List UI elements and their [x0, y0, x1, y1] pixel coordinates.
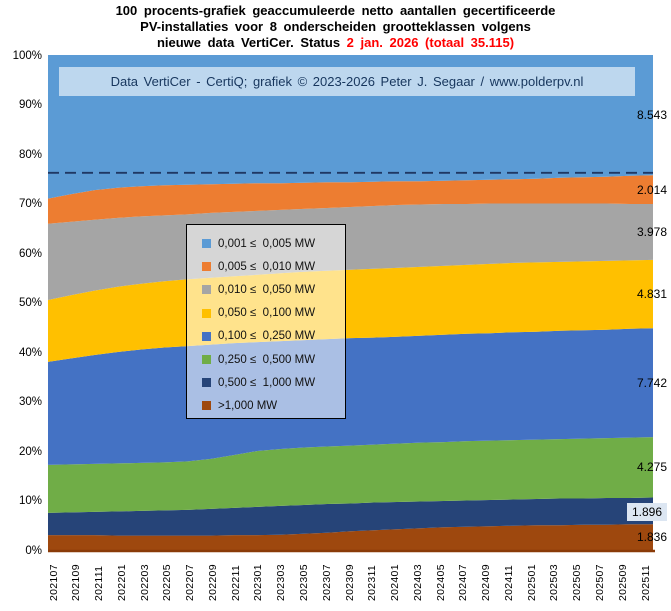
y-axis-tick-label: 30%	[18, 396, 42, 408]
series-final-count-label: 4.275	[636, 460, 667, 475]
legend-item-label: 0,500 ≤ 1,000 MW	[218, 376, 316, 389]
x-axis-tick-label: 202205	[161, 564, 174, 601]
y-axis-tick-label: 70%	[18, 198, 42, 210]
legend-swatch-icon	[202, 331, 211, 341]
y-axis-tick-label: 100%	[12, 49, 42, 62]
x-axis-tick-label: 202305	[297, 564, 310, 601]
x-axis-tick-label: 202109	[70, 564, 83, 601]
y-axis-tick-label: 0%	[25, 544, 42, 557]
chart-title-line1: 100 procents-grafiek geaccumuleerde nett…	[115, 3, 556, 18]
x-axis-tick-label: 202303	[275, 564, 288, 601]
series-final-count-label: 1.836	[636, 530, 667, 545]
y-axis-tick-label: 40%	[18, 346, 42, 359]
area-band	[48, 524, 653, 550]
legend-item-label: 0,100 ≤ 0,250 MW	[218, 330, 316, 343]
legend-swatch-icon	[202, 355, 211, 365]
legend-item-label: 0,001 ≤ 0,005 MW	[218, 237, 316, 250]
legend-item-label: 0,250 ≤ 0,500 MW	[218, 353, 316, 366]
x-axis-tick-label: 202201	[115, 564, 128, 601]
legend-item: 0,005 ≤ 0,010 MW	[202, 255, 345, 278]
y-axis-tick-label: 60%	[18, 247, 42, 260]
legend-item: 0,500 ≤ 1,000 MW	[202, 371, 345, 394]
y-axis-tick-label: 50%	[18, 297, 42, 309]
x-axis-tick-label: 202403	[411, 564, 424, 601]
x-axis-tick-label: 202503	[548, 564, 561, 601]
x-axis-tick-label: 202309	[343, 564, 356, 601]
x-axis-tick-label: 202405	[434, 564, 447, 601]
chart-title: 100 procents-grafiek geaccumuleerde nett…	[0, 3, 671, 51]
x-axis-tick-label: 202511	[639, 564, 652, 601]
legend-swatch-icon	[202, 239, 211, 249]
y-axis-tick-label: 80%	[18, 148, 42, 161]
legend-item-label: 0,050 ≤ 0,100 MW	[218, 307, 316, 320]
series-final-count-label: 7.742	[636, 375, 667, 390]
x-axis-tick-label: 202507	[593, 564, 606, 601]
x-axis-tick-label: 202411	[502, 564, 515, 601]
x-axis-tick-label: 202203	[138, 564, 151, 601]
series-final-count-label: 4.831	[636, 287, 667, 302]
x-axis-tick-label: 202501	[525, 564, 538, 601]
x-axis-tick-label: 202111	[93, 565, 106, 601]
area-band	[48, 175, 653, 224]
x-axis-tick-label: 202211	[229, 564, 242, 601]
legend-item: 0,250 ≤ 0,500 MW	[202, 348, 345, 371]
x-axis-tick-label: 202407	[457, 564, 470, 601]
x-axis-tick-label: 202301	[252, 564, 265, 601]
series-final-count-label: 1.896	[626, 502, 667, 521]
chart-title-line3: nieuwe data VertiCer. Status 2 jan. 2026…	[0, 35, 671, 51]
area-band	[48, 437, 653, 513]
x-axis-tick-label: 202505	[571, 564, 584, 601]
x-axis-tick-label: 202401	[389, 564, 402, 601]
legend-item: 0,050 ≤ 0,100 MW	[202, 302, 345, 325]
chart-title-date-total: 2 jan. 2026 (totaal 35.115)	[346, 35, 515, 50]
legend-item: >1,000 MW	[202, 394, 345, 417]
x-axis-tick-label: 202107	[47, 564, 60, 601]
legend-swatch-icon	[202, 285, 211, 295]
legend-item-label: 0,005 ≤ 0,010 MW	[218, 260, 316, 273]
legend-item: 0,100 ≤ 0,250 MW	[202, 325, 345, 348]
y-axis-tick-label: 10%	[18, 495, 42, 507]
series-final-count-label: 3.978	[636, 224, 667, 239]
legend-item: 0,001 ≤ 0,005 MW	[202, 232, 345, 255]
copyright-banner: Data VertiCer - CertiQ; grafiek © 2023-2…	[59, 67, 635, 96]
series-final-count-label: 2.014	[636, 182, 667, 197]
legend-swatch-icon	[202, 378, 211, 388]
y-axis-tick-label: 20%	[18, 445, 42, 458]
legend: 0,001 ≤ 0,005 MW 0,005 ≤ 0,010 MW 0,010 ≤ …	[186, 224, 346, 419]
x-axis-tick-label: 202307	[320, 564, 333, 601]
y-axis-tick-label: 90%	[18, 99, 42, 111]
legend-item: 0,010 ≤ 0,050 MW	[202, 278, 345, 301]
legend-swatch-icon	[202, 262, 211, 272]
legend-swatch-icon	[202, 401, 211, 411]
chart-title-line2: PV-installaties voor 8 onderscheiden gro…	[140, 19, 531, 34]
x-axis-tick-label: 202509	[616, 564, 629, 601]
legend-swatch-icon	[202, 308, 211, 318]
x-axis-tick-label: 202207	[184, 564, 197, 601]
area-band	[48, 497, 653, 536]
x-axis-tick-label: 202311	[366, 564, 379, 601]
chart-title-status: nieuwe data VertiCer. Status	[156, 35, 347, 50]
legend-item-label: 0,010 ≤ 0,050 MW	[218, 283, 316, 296]
x-axis-tick-label: 202209	[206, 564, 219, 601]
x-axis-tick-label: 202409	[480, 564, 493, 601]
legend-item-label: >1,000 MW	[218, 399, 278, 412]
series-final-count-label: 8.543	[636, 108, 667, 123]
